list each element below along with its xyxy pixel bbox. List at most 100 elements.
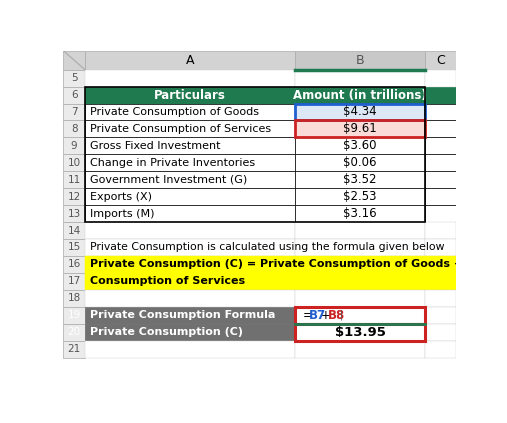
Bar bbox=[85, 205, 295, 222]
Text: Gross Fixed Investment: Gross Fixed Investment bbox=[90, 141, 220, 151]
Bar bbox=[295, 273, 425, 290]
Text: Particulars: Particulars bbox=[154, 88, 226, 102]
Text: $3.16: $3.16 bbox=[343, 207, 377, 220]
Text: Change in Private Inventories: Change in Private Inventories bbox=[90, 158, 255, 168]
Bar bbox=[63, 273, 85, 290]
Text: Imports (M): Imports (M) bbox=[90, 209, 154, 219]
Bar bbox=[85, 256, 295, 273]
Text: 12: 12 bbox=[67, 192, 81, 202]
Text: Private Consumption Formula: Private Consumption Formula bbox=[90, 310, 275, 320]
Bar bbox=[425, 324, 456, 341]
Bar bbox=[63, 290, 85, 307]
Text: A: A bbox=[186, 54, 194, 67]
Text: 5: 5 bbox=[71, 73, 78, 83]
Text: $3.60: $3.60 bbox=[343, 139, 377, 152]
Text: B8: B8 bbox=[328, 309, 345, 322]
Text: 11: 11 bbox=[67, 175, 81, 185]
Bar bbox=[295, 239, 425, 256]
Text: 19: 19 bbox=[67, 310, 81, 320]
Text: 14: 14 bbox=[67, 225, 81, 236]
Bar bbox=[425, 273, 456, 290]
Text: 21: 21 bbox=[67, 344, 81, 354]
Bar bbox=[425, 205, 456, 222]
Bar bbox=[63, 87, 85, 104]
Bar bbox=[295, 70, 425, 87]
Bar bbox=[63, 188, 85, 205]
Bar bbox=[63, 324, 85, 341]
Text: 8: 8 bbox=[71, 124, 78, 134]
Text: $2.53: $2.53 bbox=[343, 190, 377, 203]
Bar bbox=[85, 137, 295, 154]
Bar bbox=[295, 256, 425, 273]
Text: 9: 9 bbox=[71, 141, 78, 151]
Text: +: + bbox=[321, 309, 331, 322]
Bar bbox=[295, 137, 425, 154]
Bar bbox=[63, 137, 85, 154]
Text: |: | bbox=[340, 310, 343, 321]
Text: $4.34: $4.34 bbox=[343, 105, 377, 118]
Text: 7: 7 bbox=[71, 107, 78, 117]
Bar bbox=[425, 307, 456, 324]
Text: =: = bbox=[302, 309, 312, 322]
Text: B: B bbox=[356, 54, 365, 67]
Bar bbox=[295, 307, 425, 324]
Text: $13.95: $13.95 bbox=[335, 326, 385, 339]
Bar bbox=[85, 307, 295, 324]
Text: Consumption of Services: Consumption of Services bbox=[90, 276, 245, 286]
Text: 10: 10 bbox=[67, 158, 81, 168]
Bar bbox=[85, 171, 295, 188]
Bar bbox=[295, 188, 425, 205]
Text: 16: 16 bbox=[67, 259, 81, 269]
Bar bbox=[295, 205, 425, 222]
Bar bbox=[63, 154, 85, 171]
Text: $3.52: $3.52 bbox=[343, 173, 377, 186]
Bar bbox=[85, 222, 295, 239]
Text: 15: 15 bbox=[67, 242, 81, 253]
Bar bbox=[425, 87, 456, 104]
Text: $0.06: $0.06 bbox=[343, 157, 377, 169]
Bar bbox=[85, 239, 295, 256]
Bar bbox=[425, 171, 456, 188]
Text: Private Consumption of Services: Private Consumption of Services bbox=[90, 124, 271, 134]
Text: Private Consumption of Goods: Private Consumption of Goods bbox=[90, 107, 259, 117]
Bar bbox=[63, 341, 85, 357]
Text: B7: B7 bbox=[309, 309, 327, 322]
Text: C: C bbox=[436, 54, 445, 67]
Text: Private Consumption (C): Private Consumption (C) bbox=[90, 327, 243, 337]
Text: Private Consumption is calculated using the formula given below: Private Consumption is calculated using … bbox=[90, 242, 444, 253]
Bar bbox=[425, 137, 456, 154]
Text: Exports (X): Exports (X) bbox=[90, 192, 152, 202]
Bar bbox=[295, 104, 425, 121]
Bar bbox=[63, 205, 85, 222]
Bar bbox=[85, 87, 425, 222]
Bar bbox=[85, 70, 295, 87]
Bar bbox=[425, 239, 456, 256]
Bar bbox=[425, 70, 456, 87]
Bar bbox=[85, 51, 295, 70]
Text: 18: 18 bbox=[67, 293, 81, 303]
Text: 13: 13 bbox=[67, 209, 81, 219]
Bar bbox=[425, 256, 456, 273]
Bar bbox=[295, 121, 425, 137]
Bar bbox=[425, 222, 456, 239]
Bar bbox=[295, 104, 425, 121]
Bar bbox=[295, 87, 425, 104]
Bar bbox=[425, 121, 456, 137]
Bar bbox=[63, 70, 85, 87]
Bar bbox=[85, 273, 295, 290]
Bar bbox=[63, 256, 85, 273]
Bar bbox=[63, 171, 85, 188]
Bar bbox=[425, 341, 456, 357]
Bar bbox=[85, 104, 295, 121]
Bar bbox=[295, 341, 425, 357]
Bar bbox=[63, 104, 85, 121]
Bar bbox=[295, 324, 425, 341]
Bar bbox=[63, 222, 85, 239]
Bar bbox=[63, 51, 85, 70]
Bar bbox=[295, 222, 425, 239]
Text: Amount (in trillions): Amount (in trillions) bbox=[293, 88, 427, 102]
Bar bbox=[63, 121, 85, 137]
Bar bbox=[85, 324, 295, 341]
Bar bbox=[295, 51, 425, 70]
Bar bbox=[85, 341, 295, 357]
